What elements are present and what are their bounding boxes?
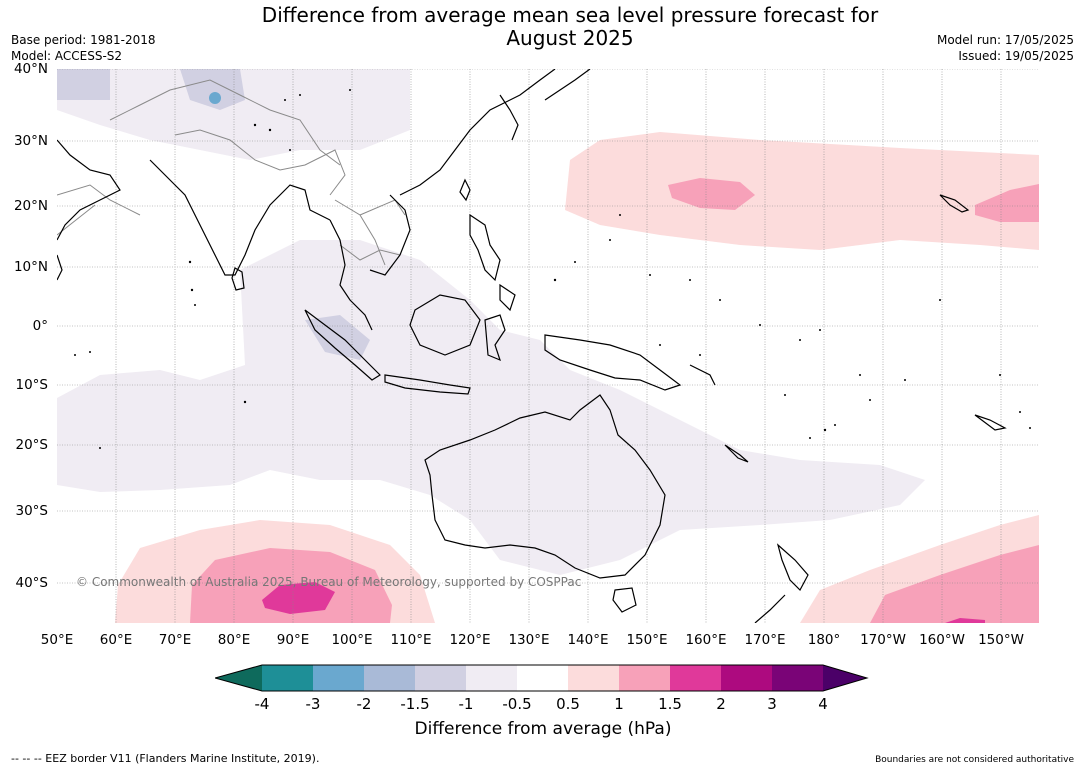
lon-label: 120°E — [449, 632, 491, 648]
shade-pos-npac-inner1 — [668, 178, 755, 210]
colorbar — [215, 664, 869, 692]
boundaries-disclaimer: Boundaries are not considered authoritat… — [875, 755, 1074, 765]
colorbar-swatch — [772, 665, 823, 691]
model-run: Model run: 17/05/2025 — [936, 33, 1074, 47]
colorbar-swatch — [313, 665, 364, 691]
colorbar-swatch — [415, 665, 466, 691]
lon-label: 100°E — [331, 632, 373, 648]
lat-label: 20°N — [13, 198, 48, 214]
lat-label: 30°N — [13, 133, 48, 149]
lon-label: 160°E — [685, 632, 727, 648]
lat-label: 10°N — [13, 259, 48, 275]
lon-label: 80°E — [217, 632, 251, 648]
lat-label: 10°S — [15, 377, 49, 393]
colorbar-tick: -0.5 — [502, 695, 532, 713]
eez-border-note: -- -- -- EEZ border V11 (Flanders Marine… — [11, 752, 320, 765]
colorbar-tick: 0.5 — [556, 695, 580, 713]
lon-label: 180° — [807, 632, 841, 648]
lon-label: 70°E — [158, 632, 192, 648]
graticule — [57, 69, 1039, 623]
lat-label: 20°S — [15, 437, 49, 453]
shade-neg-north — [57, 69, 410, 160]
lon-label: 140°E — [567, 632, 609, 648]
shade-neg-plateau — [180, 69, 245, 110]
colorbar-swatch — [364, 665, 415, 691]
colorbar-swatch — [568, 665, 619, 691]
meta-right: Model run: 17/05/2025 Issued: 19/05/2025 — [937, 32, 1074, 64]
small-islands — [74, 89, 1031, 449]
colorbar-tick: 4 — [818, 695, 828, 713]
colorbar-tick: 1 — [614, 695, 624, 713]
colorbar-swatch — [517, 665, 568, 691]
map-title: Difference from average mean sea level p… — [200, 4, 940, 50]
shade-neg-north2 — [57, 69, 110, 100]
shade-neg-spot — [209, 92, 221, 104]
meta-left: Base period: 1981-2018 Model: ACCESS-S2 — [11, 32, 156, 64]
lon-label: 150°E — [626, 632, 668, 648]
shade-pos-npac — [565, 132, 1039, 250]
lat-label: 30°S — [15, 503, 49, 519]
colorbar-tick: -3 — [305, 695, 321, 713]
colorbar-arrow-right — [823, 665, 867, 691]
colorbar-tick: -1.5 — [400, 695, 430, 713]
shade-pos-sio-core — [262, 582, 335, 614]
shade-pos-npac-inner2 — [975, 184, 1039, 222]
lat-label: 40°S — [15, 575, 49, 591]
lon-label: 160°W — [919, 632, 965, 648]
lon-label: 170°W — [860, 632, 906, 648]
lon-label: 60°E — [99, 632, 133, 648]
colorbar-swatch — [670, 665, 721, 691]
shade-pos-spac-core — [945, 618, 985, 623]
lat-label: 0° — [32, 318, 48, 334]
base-period: Base period: 1981-2018 — [11, 33, 156, 47]
country-borders — [57, 79, 406, 266]
lon-label: 50°E — [40, 632, 74, 648]
colorbar-swatch — [721, 665, 772, 691]
colorbar-swatch — [466, 665, 517, 691]
anomaly-shading — [57, 69, 1039, 623]
coastlines — [57, 69, 1007, 623]
colorbar-arrow-left — [215, 665, 262, 691]
colorbar-tick: 1.5 — [658, 695, 682, 713]
colorbar-tick: -4 — [254, 695, 270, 713]
colorbar-tick: -1 — [458, 695, 474, 713]
shade-pos-spac-inner — [870, 545, 1039, 623]
colorbar-label: Difference from average (hPa) — [414, 719, 672, 739]
lon-label: 150°W — [978, 632, 1024, 648]
colorbar-swatch — [619, 665, 670, 691]
colorbar-tick: 3 — [767, 695, 777, 713]
model-name: Model: ACCESS-S2 — [11, 49, 123, 63]
lon-label: 130°E — [508, 632, 550, 648]
lat-label: 40°N — [13, 61, 48, 77]
copyright-notice: © Commonwealth of Australia 2025, Bureau… — [76, 575, 582, 589]
lon-label: 110°E — [390, 632, 432, 648]
issued-date: Issued: 19/05/2025 — [958, 49, 1074, 63]
shade-neg-band — [57, 240, 925, 575]
pressure-anomaly-map — [57, 69, 1039, 623]
lon-label: 170°E — [744, 632, 786, 648]
title-line-1: Difference from average mean sea level p… — [261, 3, 879, 27]
colorbar-tick: 2 — [716, 695, 726, 713]
colorbar-swatch — [262, 665, 313, 691]
colorbar-tick: -2 — [356, 695, 372, 713]
title-line-2: August 2025 — [506, 26, 634, 50]
lon-label: 90°E — [276, 632, 310, 648]
